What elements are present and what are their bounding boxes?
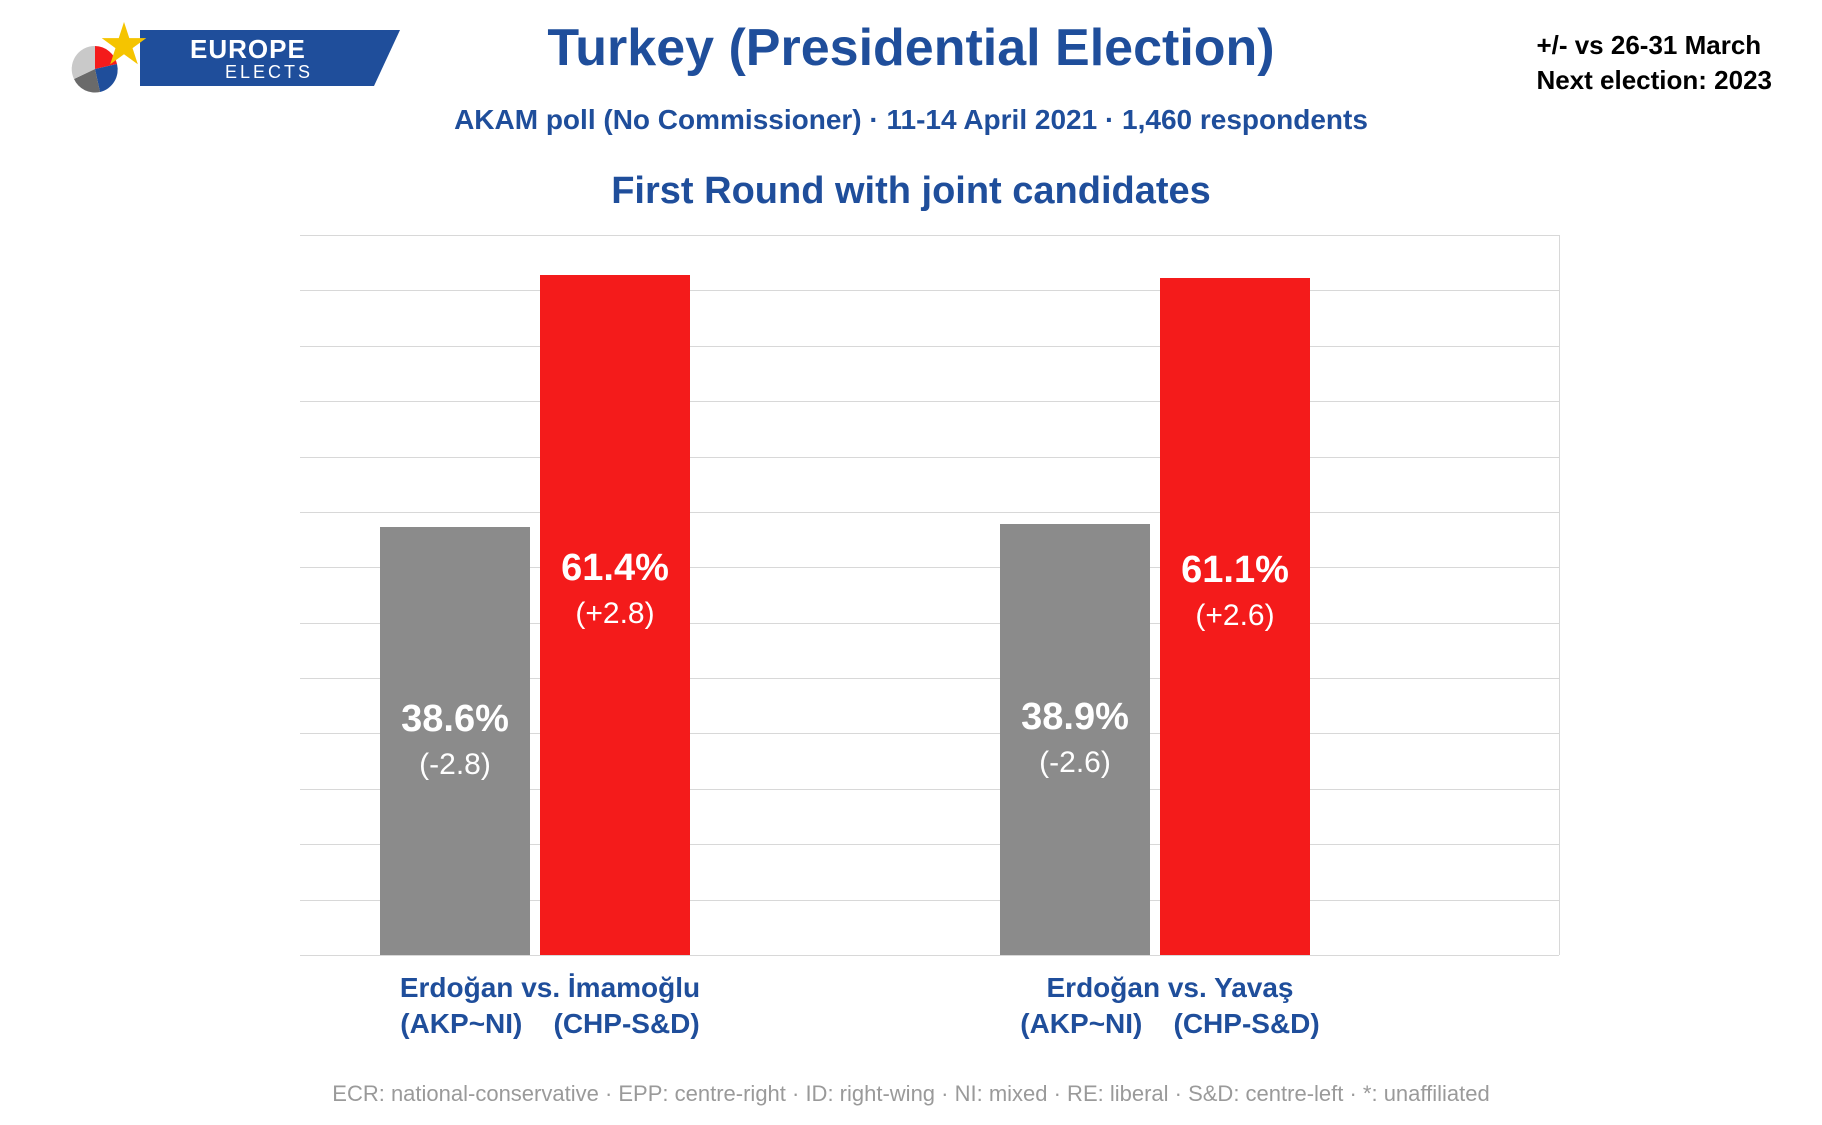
candidate-1-party: (AKP~NI) xyxy=(400,1008,522,1039)
candidate-1-party: (AKP~NI) xyxy=(1020,1008,1142,1039)
bar-value: 38.6% xyxy=(380,698,530,741)
bar-change: (-2.6) xyxy=(1000,746,1150,780)
bar-change: (-2.8) xyxy=(380,748,530,782)
bar-3: 61.1% (+2.6) xyxy=(1160,278,1310,955)
bar-change: (+2.8) xyxy=(540,597,690,631)
bar-change: (+2.6) xyxy=(1160,599,1310,633)
page-title: Turkey (Presidential Election) xyxy=(0,18,1822,78)
gridline xyxy=(300,401,1559,402)
candidate-2-name: Yavaş xyxy=(1214,972,1293,1003)
bar-1: 61.4% (+2.8) xyxy=(540,275,690,955)
bar-0: 38.6% (-2.8) xyxy=(380,527,530,955)
matchup-names: Erdoğan vs. İmamoğlu xyxy=(350,970,750,1006)
matchup-label-0: Erdoğan vs. İmamoğlu(AKP~NI) (CHP-S&D) xyxy=(350,970,750,1043)
footer-legend: ECR: national-conservative · EPP: centre… xyxy=(0,1081,1822,1107)
gridline xyxy=(300,457,1559,458)
gridline xyxy=(300,512,1559,513)
bar-2: 38.9% (-2.6) xyxy=(1000,524,1150,955)
section-title: First Round with joint candidates xyxy=(0,170,1822,213)
matchup-parties: (AKP~NI) (CHP-S&D) xyxy=(970,1006,1370,1042)
gridline xyxy=(300,346,1559,347)
matchup-label-1: Erdoğan vs. Yavaş(AKP~NI) (CHP-S&D) xyxy=(970,970,1370,1043)
bar-value: 38.9% xyxy=(1000,696,1150,739)
gridline xyxy=(300,290,1559,291)
candidate-2-party: (CHP-S&D) xyxy=(1174,1008,1320,1039)
bar-value: 61.1% xyxy=(1160,549,1310,592)
matchup-parties: (AKP~NI) (CHP-S&D) xyxy=(350,1006,750,1042)
poll-subtitle: AKAM poll (No Commissioner) · 11-14 Apri… xyxy=(0,104,1822,136)
bar-value: 61.4% xyxy=(540,547,690,590)
vs-label: vs. xyxy=(1168,972,1207,1003)
candidate-1-name: Erdoğan xyxy=(400,972,514,1003)
gridline xyxy=(300,235,1559,236)
bar-chart: 38.6% (-2.8) 61.4% (+2.8) 38.9% (-2.6) 61.1% (+… xyxy=(300,235,1560,955)
vs-label: vs. xyxy=(521,972,560,1003)
candidate-1-name: Erdoğan xyxy=(1047,972,1161,1003)
gridline xyxy=(300,955,1559,956)
candidate-2-name: İmamoğlu xyxy=(568,972,700,1003)
candidate-2-party: (CHP-S&D) xyxy=(554,1008,700,1039)
matchup-names: Erdoğan vs. Yavaş xyxy=(970,970,1370,1006)
